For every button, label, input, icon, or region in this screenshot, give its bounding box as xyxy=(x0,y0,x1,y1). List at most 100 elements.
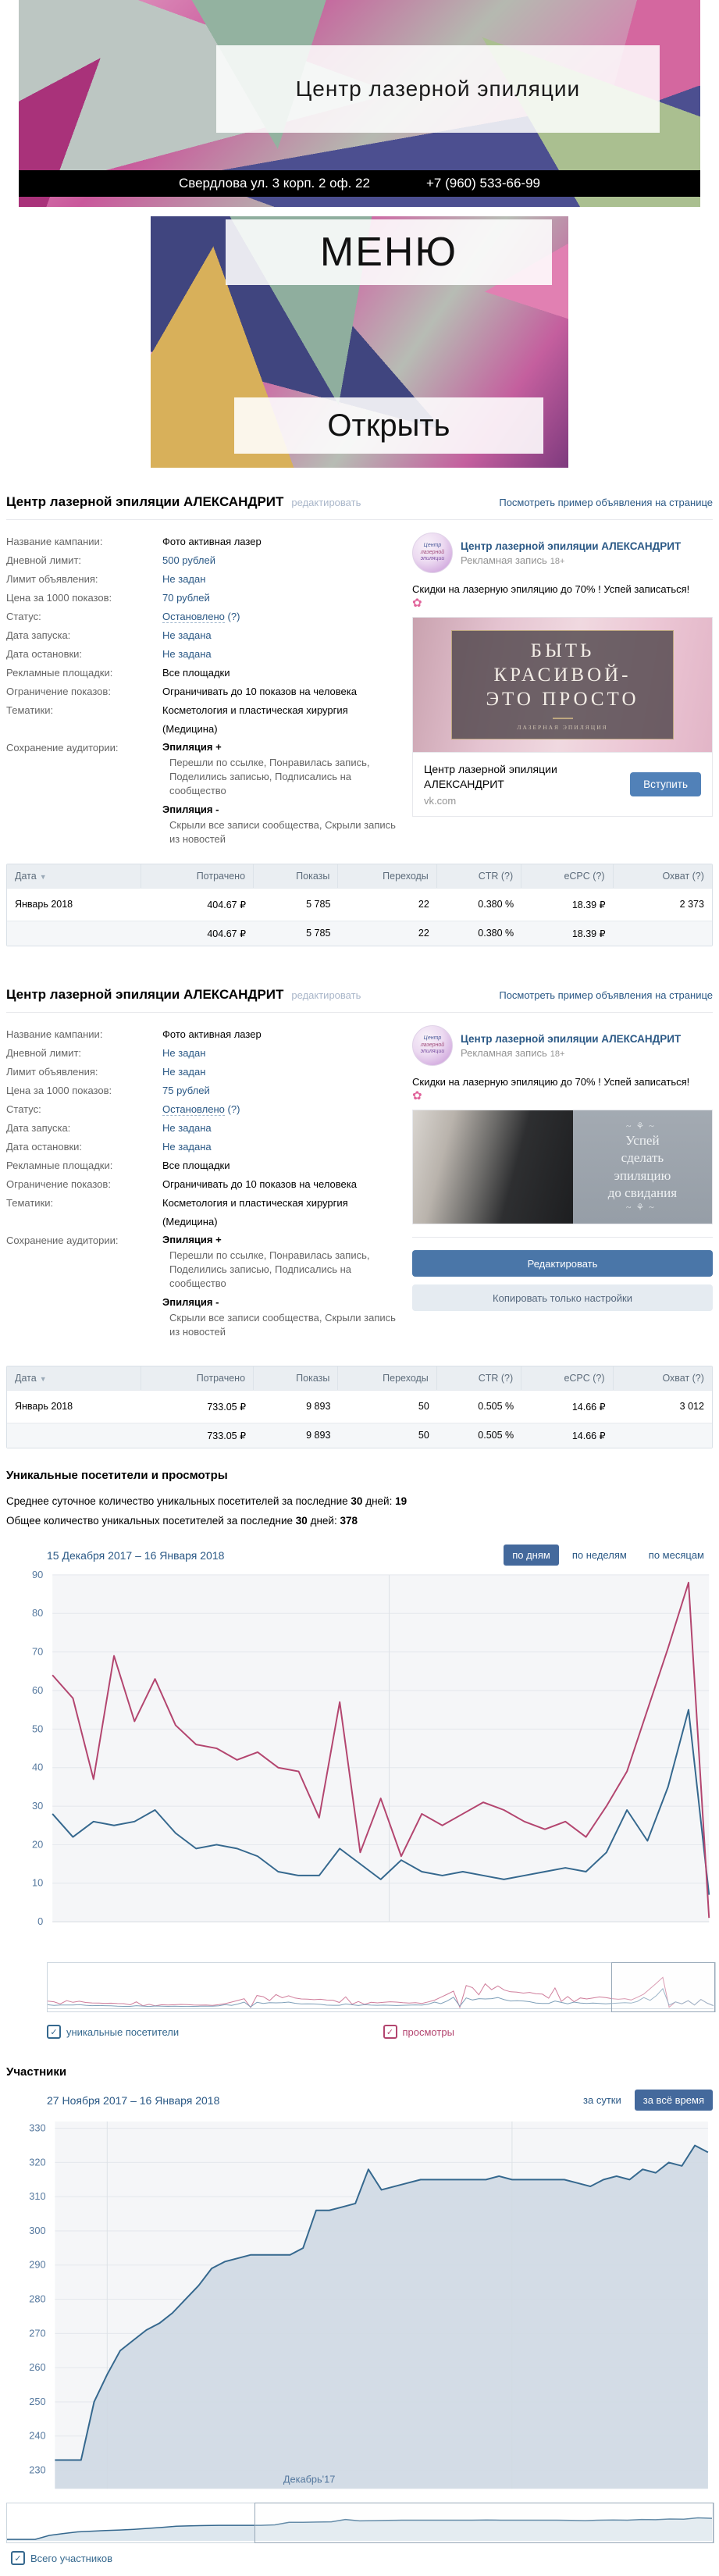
table-header-col-1[interactable]: Потрачено xyxy=(141,864,254,888)
legend-item-visitors-1[interactable]: ✓просмотры xyxy=(383,2025,719,2039)
campaign-detail-row: Тематики:Косметология и пластическая хир… xyxy=(6,1194,400,1231)
detail-label: Дневной лимит: xyxy=(6,1044,162,1063)
table-cell: 5 785 xyxy=(254,889,338,921)
table-header-col-6[interactable]: Охват (?) xyxy=(614,1366,712,1390)
legend-checkbox[interactable]: ✓ xyxy=(383,2025,397,2039)
audience-groups: Эпиляция +Перешли по ссылке, Понравилась… xyxy=(162,1231,404,1342)
members-chart-navigator[interactable] xyxy=(6,2503,714,2543)
table-cell: 9 893 xyxy=(254,1391,338,1423)
campaign-detail-row: Дневной лимит:Не задан xyxy=(6,1044,400,1063)
tab-visitors-0[interactable]: по дням xyxy=(504,1545,559,1566)
visitors-date-range-link[interactable]: 15 Декабря 2017 – 16 Января 2018 xyxy=(47,1549,224,1562)
detail-value[interactable]: Не задан xyxy=(162,570,205,589)
audience-group: Эпиляция +Перешли по ссылке, Понравилась… xyxy=(162,1231,404,1291)
tab-members-0[interactable]: за сутки xyxy=(575,2090,630,2111)
detail-value[interactable]: Остановлено (?) xyxy=(162,607,240,626)
detail-value[interactable]: 75 рублей xyxy=(162,1081,210,1100)
campaign-edit-link[interactable]: редактировать xyxy=(291,989,361,1001)
campaign-status-value[interactable]: Остановлено xyxy=(162,1103,225,1116)
divider xyxy=(412,1237,713,1238)
community-avatar[interactable]: Центр лазерной эпиляции xyxy=(412,1025,453,1066)
table-header-col-3[interactable]: Переходы xyxy=(338,864,436,888)
campaign-section-2: Центр лазерной эпиляции АЛЕКСАНДРИТ реда… xyxy=(6,978,713,1342)
table-header-col-2[interactable]: Показы xyxy=(254,864,338,888)
detail-value[interactable]: Не задана xyxy=(162,645,212,664)
community-avatar[interactable]: Центр лазерной эпиляции xyxy=(412,533,453,573)
detail-value[interactable]: Не задана xyxy=(162,626,212,645)
legend-checkbox[interactable]: ✓ xyxy=(11,2551,25,2565)
members-chart-svg[interactable]: 230240250260270280290300310320330Декабрь… xyxy=(6,2115,719,2503)
campaign-detail-row: Статус:Остановлено (?) xyxy=(6,607,400,626)
table-cell: 22 xyxy=(338,889,436,921)
table-header-col-5[interactable]: eCPC (?) xyxy=(521,864,613,888)
tab-members-1[interactable]: за всё время xyxy=(635,2090,713,2111)
detail-value[interactable]: Не задана xyxy=(162,1119,212,1138)
tab-visitors-2[interactable]: по месяцам xyxy=(640,1545,713,1566)
table-cell: 0.380 % xyxy=(437,889,521,921)
members-date-range-link[interactable]: 27 Ноября 2017 – 16 Января 2018 xyxy=(47,2094,219,2107)
detail-label: Дневной лимит: xyxy=(6,551,162,570)
navigator-selection-handle[interactable] xyxy=(254,2503,714,2543)
detail-value[interactable]: Не задан xyxy=(162,1044,205,1063)
detail-value: Все площадки xyxy=(162,1156,230,1175)
copy-settings-button[interactable]: Копировать только настройки xyxy=(412,1284,713,1311)
table-header-col-5[interactable]: eCPC (?) xyxy=(521,1366,613,1390)
edit-ad-button[interactable]: Редактировать xyxy=(412,1250,713,1277)
detail-value[interactable]: Не задан xyxy=(162,1063,205,1081)
table-cell: 2 373 xyxy=(614,889,712,921)
table-header-col-2[interactable]: Показы xyxy=(254,1366,338,1390)
legend-checkbox[interactable]: ✓ xyxy=(47,2025,61,2039)
detail-value[interactable]: Остановлено (?) xyxy=(162,1100,240,1119)
tab-visitors-1[interactable]: по неделям xyxy=(564,1545,635,1566)
status-help-icon[interactable]: (?) xyxy=(225,1103,240,1115)
detail-value: Фото активная лазер xyxy=(162,533,262,551)
menu-open-button[interactable]: Открыть xyxy=(234,397,543,454)
detail-label: Рекламные площадки: xyxy=(6,664,162,682)
legend-item-members-0[interactable]: ✓Всего участников xyxy=(11,2551,112,2565)
legend-item-visitors-0[interactable]: ✓уникальные посетители xyxy=(47,2025,383,2039)
post-header-text: Центр лазерной эпиляции АЛЕКСАНДРИТ Рекл… xyxy=(461,540,681,566)
detail-value: Ограничивать до 10 показов на человека xyxy=(162,1175,357,1194)
plot-background xyxy=(52,1575,709,1922)
campaign-detail-row: Ограничение показов:Ограничивать до 10 п… xyxy=(6,682,400,701)
preview-ad-link[interactable]: Посмотреть пример объявления на странице xyxy=(499,497,713,508)
menu-open-label: Открыть xyxy=(327,408,450,444)
table-header-date[interactable]: Дата▼ xyxy=(7,1366,141,1390)
y-tick-label: 20 xyxy=(32,1838,43,1850)
detail-value[interactable]: 500 рублей xyxy=(162,551,215,570)
detail-value[interactable]: Не задана xyxy=(162,1138,212,1156)
post-text: Скидки на лазерную эпиляцию до 70% ! Усп… xyxy=(412,1075,713,1103)
navigator-selection-handle[interactable] xyxy=(611,1962,715,2012)
detail-value: Все площадки xyxy=(162,664,230,682)
campaign-edit-link[interactable]: редактировать xyxy=(291,497,361,508)
campaign-title: Центр лазерной эпиляции АЛЕКСАНДРИТ xyxy=(6,494,283,510)
table-header-col-4[interactable]: CTR (?) xyxy=(437,1366,521,1390)
table-header-col-4[interactable]: CTR (?) xyxy=(437,864,521,888)
table-header-col-3[interactable]: Переходы xyxy=(338,1366,436,1390)
status-help-icon[interactable]: (?) xyxy=(225,611,240,622)
ad-snippet[interactable]: БЫТЬ КРАСИВОЙ- ЭТО ПРОСТО ЛАЗЕРНАЯ ЭПИЛЯ… xyxy=(412,617,713,817)
table-header-col-1[interactable]: Потрачено xyxy=(141,1366,254,1390)
post-community-link[interactable]: Центр лазерной эпиляции АЛЕКСАНДРИТ xyxy=(461,540,681,552)
table-total-cell: 0.380 % xyxy=(437,921,521,946)
campaign-status-value[interactable]: Остановлено xyxy=(162,611,225,623)
banner-phone: +7 (960) 533-66-99 xyxy=(426,176,540,191)
detail-value[interactable]: 70 рублей xyxy=(162,589,210,607)
post-community-link[interactable]: Центр лазерной эпиляции АЛЕКСАНДРИТ xyxy=(461,1033,681,1045)
detail-label: Дата остановки: xyxy=(6,1138,162,1156)
campaign-detail-row: Цена за 1000 показов:70 рублей xyxy=(6,589,400,607)
table-header-date[interactable]: Дата▼ xyxy=(7,864,141,888)
table-header-col-6[interactable]: Охват (?) xyxy=(614,864,712,888)
preview-ad-link[interactable]: Посмотреть пример объявления на странице xyxy=(499,989,713,1001)
ad-snippet[interactable]: ~⚘~ Успей сделать эпиляцию до свидания ~… xyxy=(412,1110,713,1224)
community-card-title[interactable]: Центр лазерной эпиляции АЛЕКСАНДРИТ xyxy=(424,762,592,792)
join-button[interactable]: Вступить xyxy=(630,772,701,796)
visitors-chart-navigator[interactable] xyxy=(47,1962,716,2012)
stat-value: 19 xyxy=(395,1495,407,1507)
